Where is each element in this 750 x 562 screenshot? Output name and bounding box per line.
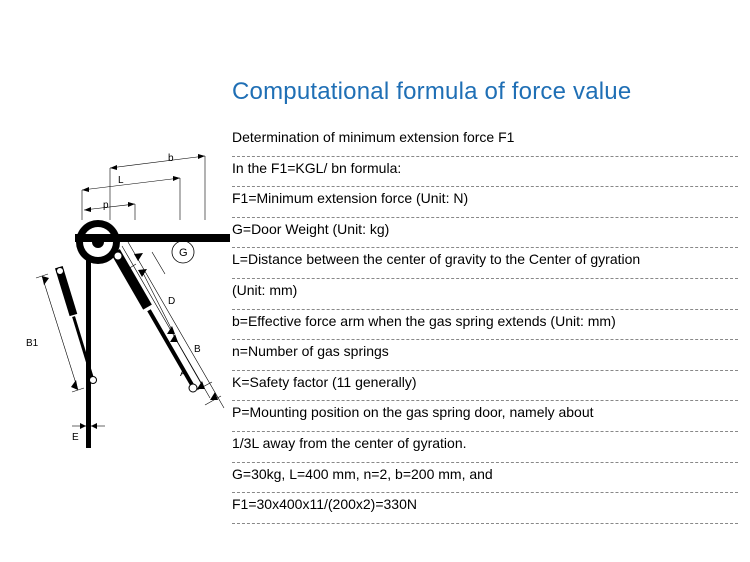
diagram-column: b L p G [0, 78, 230, 562]
formula-line: G=Door Weight (Unit: kg) [232, 218, 738, 249]
label-E: E [72, 432, 79, 443]
formula-line: (Unit: mm) [232, 279, 738, 310]
label-B: B [194, 344, 201, 355]
page-container: b L p G [0, 0, 750, 562]
label-A: A [180, 368, 187, 379]
formula-line: G=30kg, L=400 mm, n=2, b=200 mm, and [232, 463, 738, 494]
text-column: Computational formula of force value Det… [230, 78, 750, 562]
formula-line: b=Effective force arm when the gas sprin… [232, 310, 738, 341]
label-b: b [168, 153, 174, 164]
formula-line: Determination of minimum extension force… [232, 126, 738, 157]
label-p: p [103, 200, 109, 211]
page-title: Computational formula of force value [232, 78, 738, 106]
formula-line: K=Safety factor (11 generally) [232, 371, 738, 402]
formula-line: F1=Minimum extension force (Unit: N) [232, 187, 738, 218]
label-G: G [179, 247, 188, 259]
formula-line: L=Distance between the center of gravity… [232, 248, 738, 279]
formula-line: F1=30x400x11/(200x2)=330N [232, 493, 738, 524]
formula-line: 1/3L away from the center of gyration. [232, 432, 738, 463]
label-L: L [118, 175, 124, 186]
label-B1: B1 [26, 338, 39, 349]
formula-line: In the F1=KGL/ bn formula: [232, 157, 738, 188]
gas-spring-diagram: b L p G [0, 128, 230, 448]
label-D: D [168, 296, 175, 307]
formula-line: n=Number of gas springs [232, 340, 738, 371]
formula-line: P=Mounting position on the gas spring do… [232, 401, 738, 432]
